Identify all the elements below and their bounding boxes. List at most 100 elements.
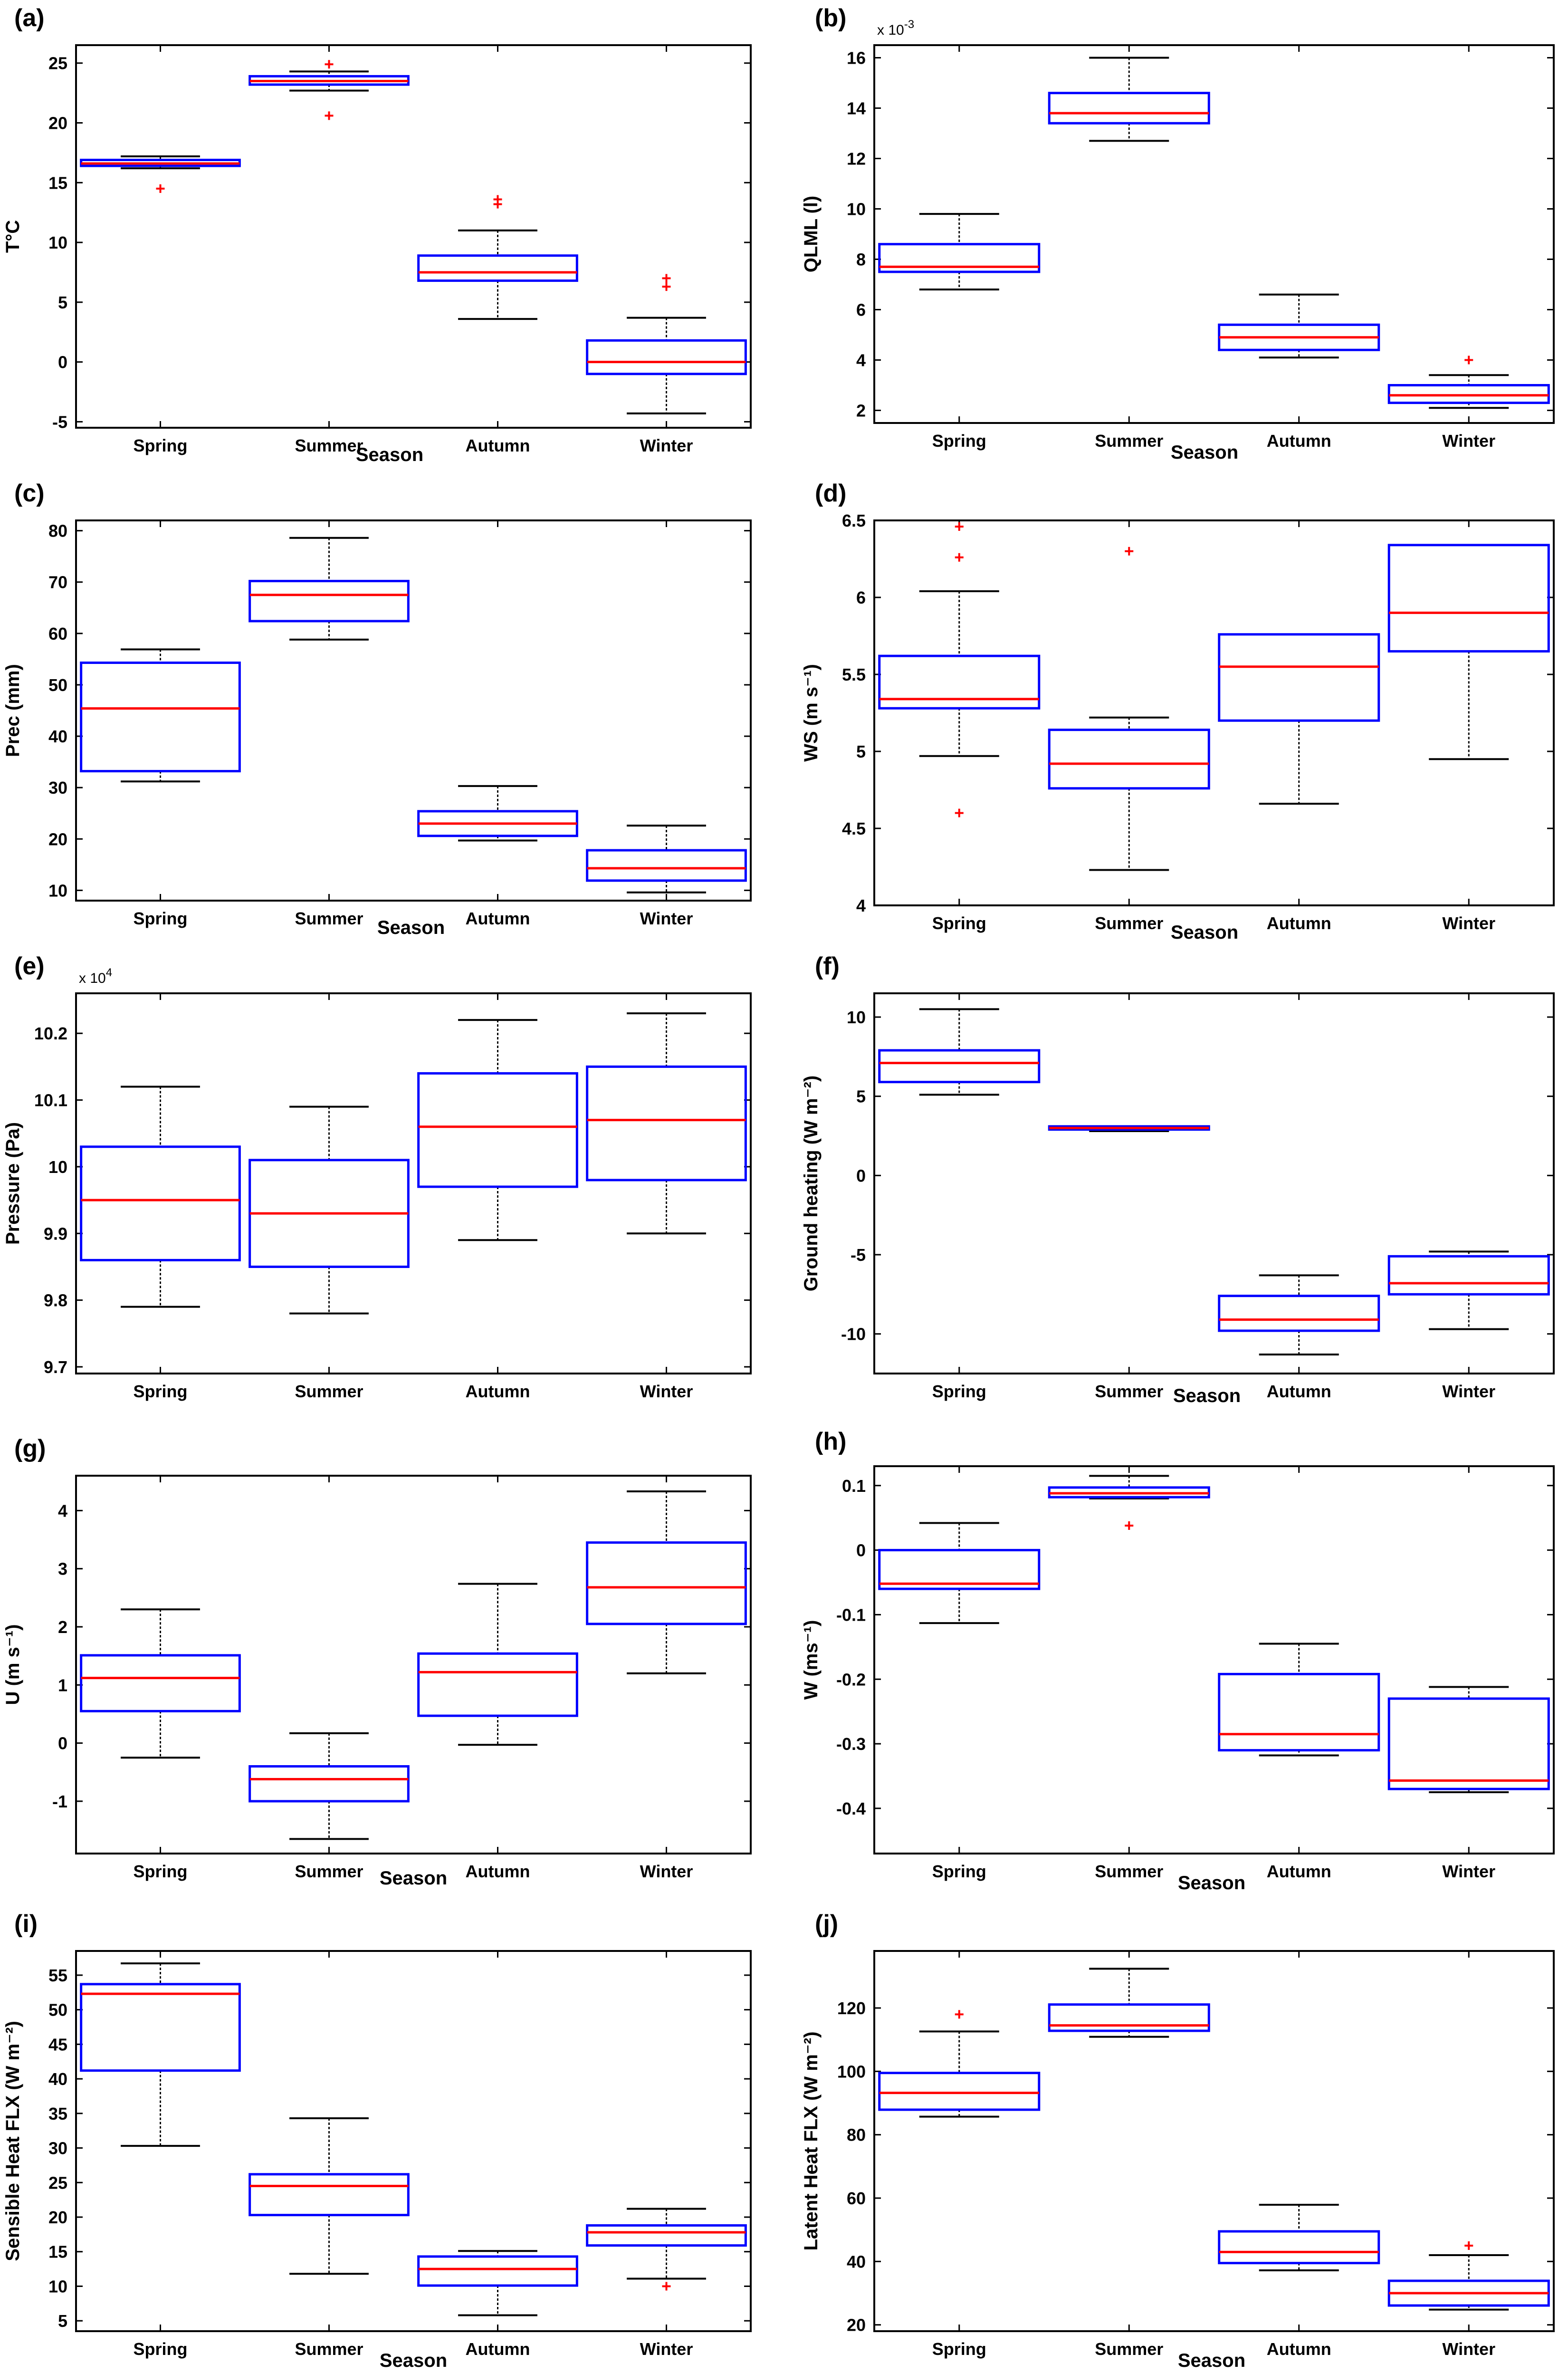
- panel-j: 20 40 60 80 100 120 Spring Summer Autumn Winter (j…: [801, 1910, 1555, 2371]
- x-axis-title: Season: [356, 444, 423, 465]
- y-tick-label: 55: [48, 1966, 67, 1985]
- outlier-marker: [1464, 355, 1473, 365]
- y-axis-title: W (ms⁻¹): [801, 1620, 822, 1700]
- box-iqr: [249, 580, 410, 623]
- y-tick-label: 15: [48, 173, 67, 192]
- box-iqr: [1218, 1672, 1380, 1752]
- y-tick-label: 4: [856, 896, 866, 915]
- axis-multiplier-exponent: -3: [904, 18, 914, 31]
- y-tick-label: 6.5: [842, 511, 866, 530]
- box-iqr: [586, 2224, 747, 2247]
- x-tick-label: Winter: [640, 2339, 693, 2359]
- box-winter: [586, 1012, 747, 1235]
- y-tick-label: -5: [851, 1245, 866, 1265]
- box-iqr: [80, 1145, 241, 1261]
- outlier-marker: [955, 522, 964, 531]
- panel-label: (i): [14, 1910, 38, 1938]
- y-tick-label: 20: [48, 2208, 67, 2227]
- box-winter: [586, 825, 747, 893]
- x-tick-label: Autumn: [466, 909, 530, 928]
- panel-d: 4 4.5 5 5.5 6 6.5 Spring Summer Autumn Winter (d) W…: [801, 480, 1555, 943]
- box-autumn: [1218, 1643, 1380, 1757]
- x-tick-label: Autumn: [1267, 2339, 1331, 2359]
- x-tick-label: Winter: [1442, 2339, 1495, 2359]
- outlier-marker: [1464, 2241, 1473, 2250]
- box-iqr: [1218, 2230, 1380, 2265]
- box-summer: [249, 70, 410, 92]
- x-axis-title: Season: [380, 1868, 447, 1889]
- y-axis-title: U (m s⁻¹): [2, 1624, 23, 1705]
- y-tick-label: 5: [58, 293, 67, 312]
- plot-frame: [873, 44, 1555, 424]
- box-summer: [249, 1732, 410, 1840]
- box-summer: [1048, 1968, 1210, 2038]
- y-tick-label: 40: [48, 2069, 67, 2089]
- plot-frame: [873, 519, 1555, 906]
- x-tick-label: Summer: [1095, 1862, 1163, 1881]
- box-winter: [1387, 1250, 1550, 1330]
- outlier-marker: [955, 553, 964, 562]
- outlier-marker: [325, 111, 334, 120]
- y-axis-title: WS (m s⁻¹): [801, 664, 822, 762]
- panel-label: (j): [815, 1910, 838, 1938]
- y-tick-label: 40: [847, 2252, 866, 2271]
- y-tick-label: 5: [856, 1087, 866, 1106]
- box-iqr: [1048, 92, 1210, 125]
- y-tick-label: 20: [48, 829, 67, 849]
- x-tick-label: Spring: [932, 913, 986, 933]
- box-iqr: [586, 849, 747, 882]
- y-tick-label: -1: [52, 1792, 67, 1811]
- y-tick-label: 25: [48, 54, 67, 73]
- outlier-marker: [955, 2010, 964, 2019]
- box-spring: [80, 155, 241, 170]
- x-axis-title: Season: [1178, 2350, 1245, 2371]
- box-iqr: [1218, 1295, 1380, 1332]
- box-iqr: [249, 2173, 410, 2217]
- x-tick-label: Autumn: [1267, 1382, 1331, 1401]
- plot-frame: [75, 519, 752, 902]
- y-tick-label: 35: [48, 2104, 67, 2123]
- y-tick-label: 10: [48, 233, 67, 252]
- outlier-marker: [325, 60, 334, 69]
- panel-c: 10 20 30 40 50 60 70 80 Spring Summer Autumn Winter…: [2, 480, 752, 938]
- box-iqr: [586, 339, 747, 375]
- box-summer: [1048, 57, 1210, 142]
- y-tick-label: 0: [58, 353, 67, 372]
- y-axis-title: T°C: [2, 220, 23, 253]
- y-tick-label: 9.9: [44, 1224, 67, 1243]
- x-tick-label: Summer: [295, 1382, 363, 1401]
- y-tick-label: 8: [856, 250, 866, 269]
- plot-frame: [75, 1950, 752, 2332]
- x-tick-label: Winter: [1442, 913, 1495, 933]
- x-axis-title: Season: [380, 2350, 447, 2371]
- y-tick-label: 30: [48, 778, 67, 797]
- x-tick-label: Spring: [932, 431, 986, 451]
- box-spring: [878, 1008, 1041, 1096]
- box-iqr: [1387, 1697, 1550, 1790]
- y-tick-label: -0.3: [836, 1734, 866, 1754]
- outlier-marker: [1125, 547, 1134, 556]
- box-iqr: [417, 2255, 578, 2287]
- outlier-marker: [1125, 1521, 1134, 1530]
- box-summer: [249, 2117, 410, 2275]
- box-winter: [1387, 2254, 1550, 2311]
- y-tick-label: 10: [847, 200, 866, 219]
- y-tick-label: 50: [48, 2000, 67, 2020]
- panel-label: (f): [815, 952, 840, 980]
- y-tick-label: 9.8: [44, 1291, 67, 1310]
- y-tick-label: 4: [58, 1501, 67, 1520]
- y-tick-label: 30: [48, 2139, 67, 2158]
- y-tick-label: 0.1: [842, 1476, 866, 1496]
- y-tick-label: 1: [58, 1675, 67, 1695]
- x-tick-label: Autumn: [1267, 1862, 1331, 1881]
- box-spring: [878, 1522, 1041, 1624]
- x-tick-label: Autumn: [466, 1862, 530, 1881]
- y-tick-label: 60: [847, 2189, 866, 2208]
- box-spring: [80, 1608, 241, 1759]
- box-summer: [1048, 1475, 1210, 1499]
- y-tick-label: 5: [58, 2311, 67, 2331]
- y-tick-label: 16: [847, 48, 866, 68]
- y-tick-label: 10.1: [34, 1091, 67, 1110]
- box-spring: [878, 213, 1041, 291]
- x-tick-label: Winter: [1442, 1382, 1495, 1401]
